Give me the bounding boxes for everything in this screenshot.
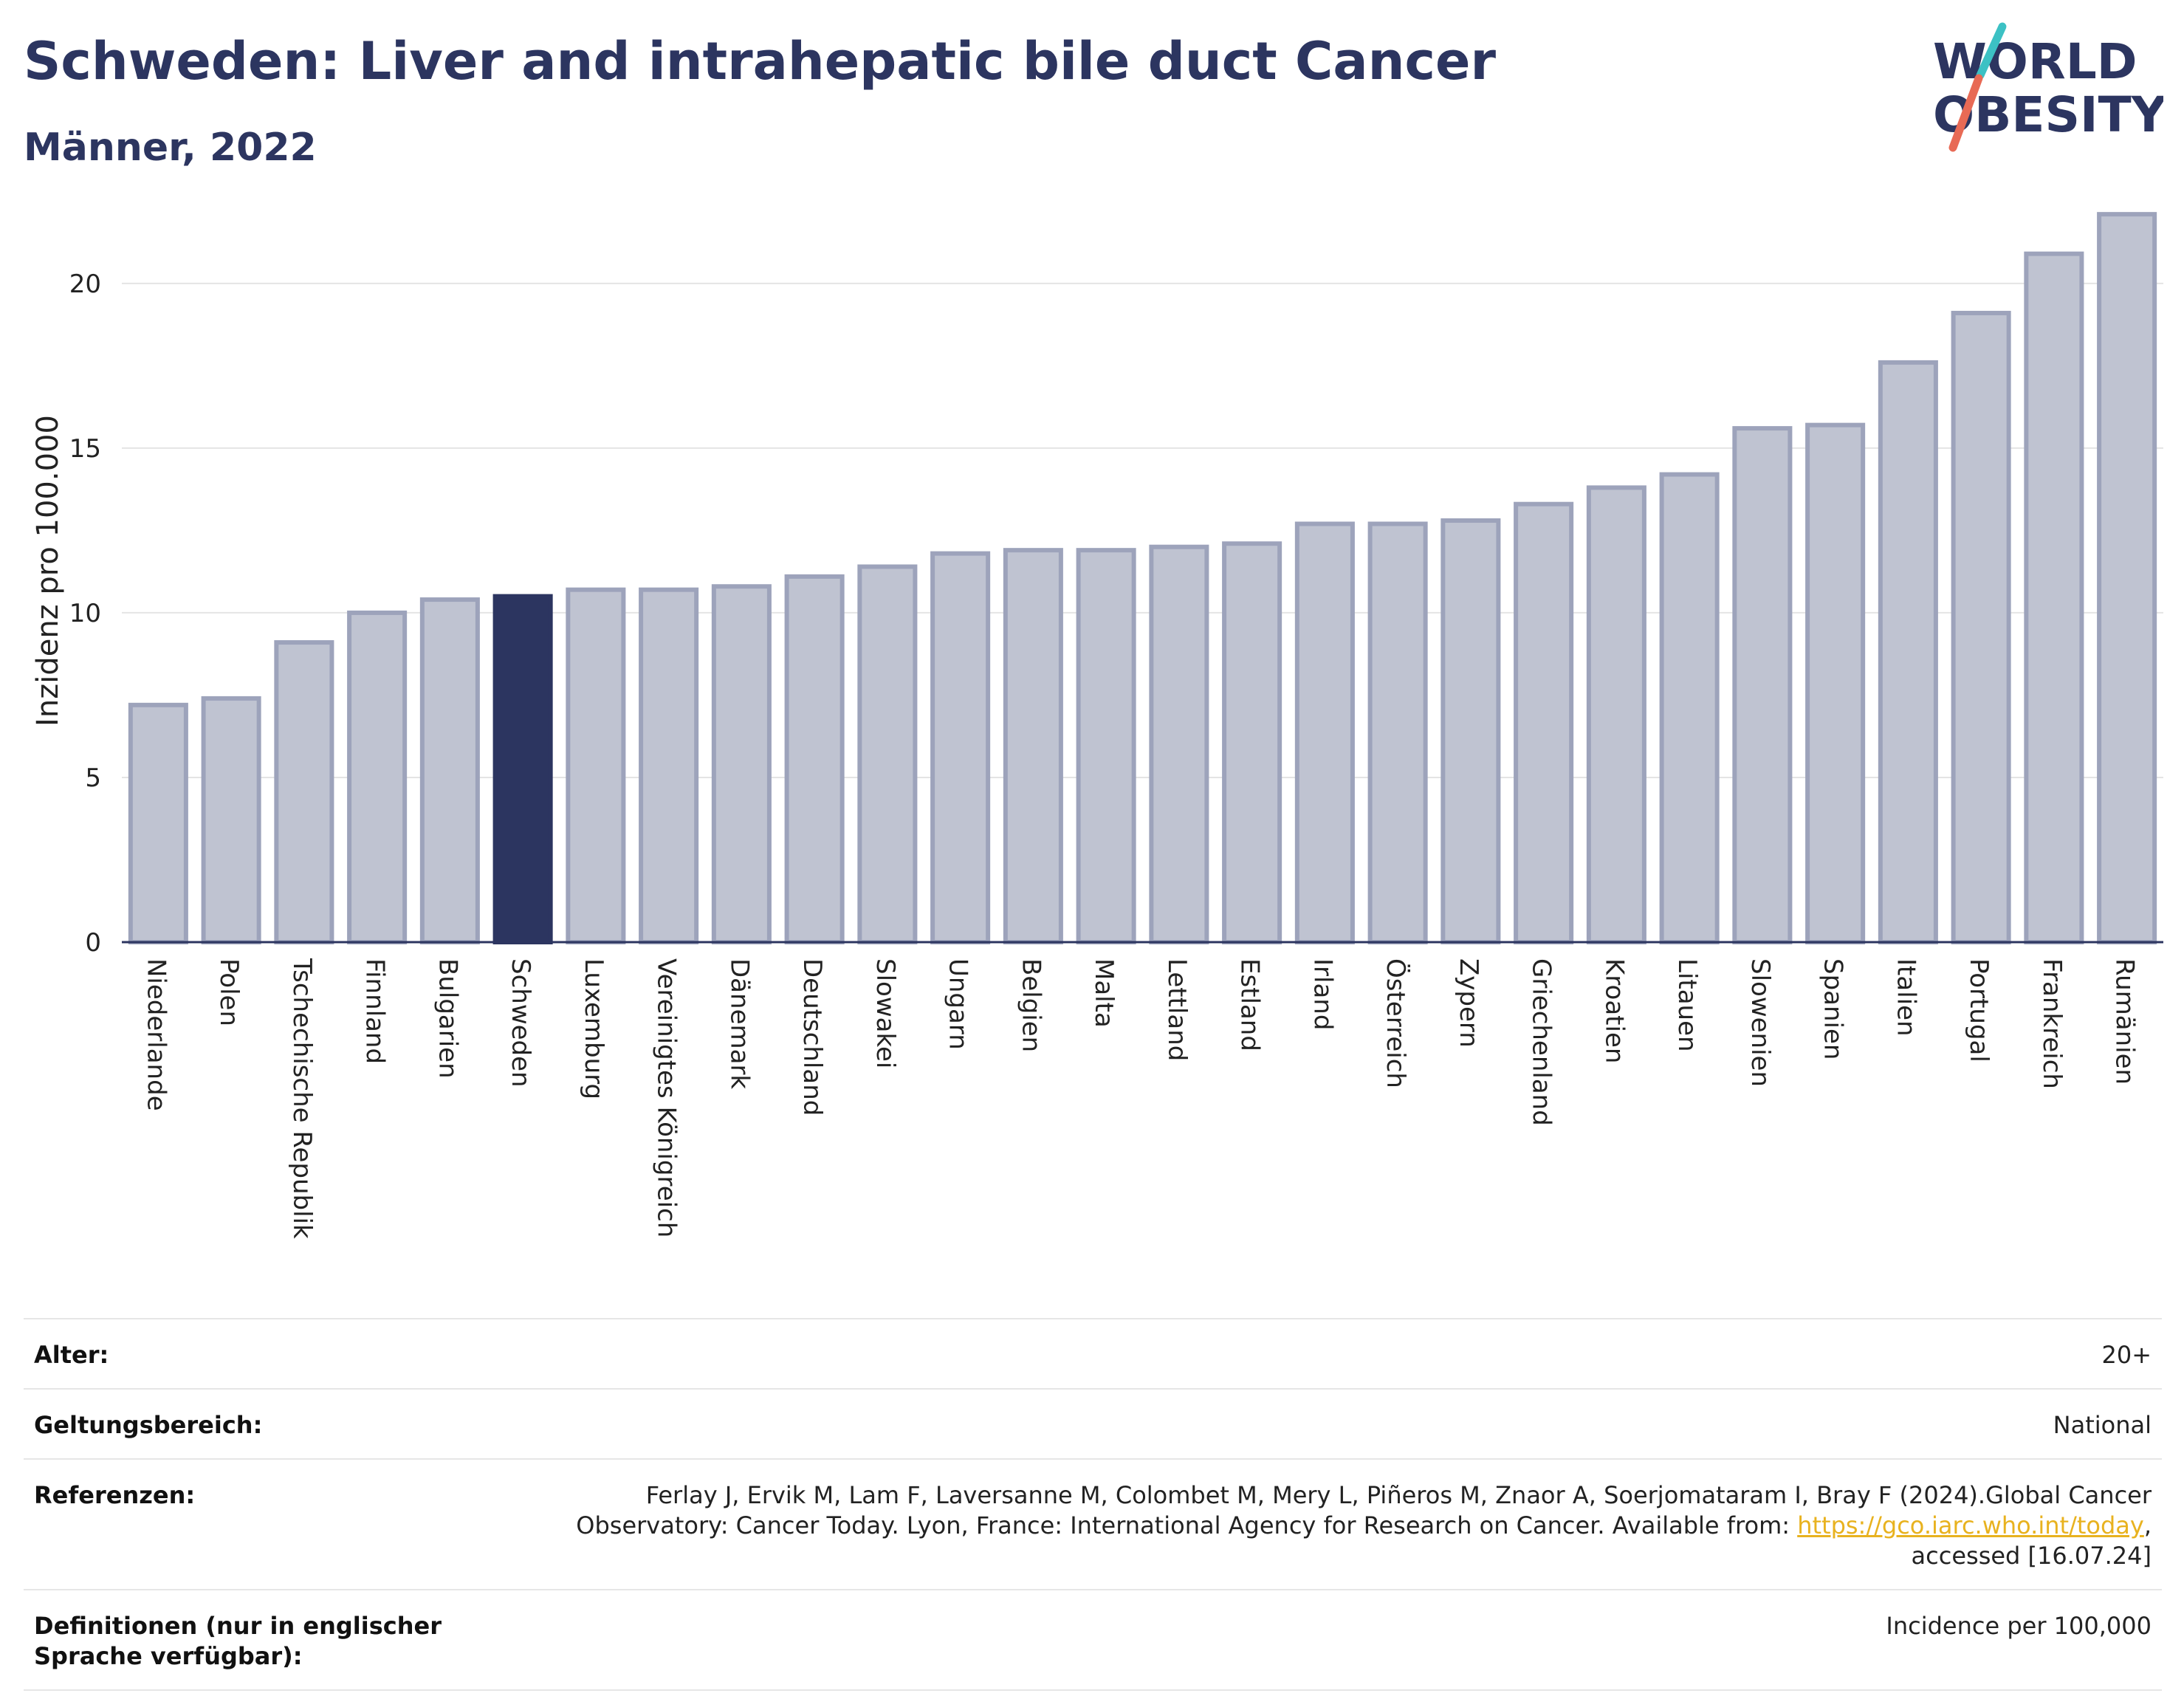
bar-4 — [347, 610, 408, 944]
bar-12 — [930, 551, 991, 944]
bar-20 — [1514, 501, 1574, 944]
x-tick-label: Niederlande — [141, 958, 171, 1111]
bar-7 — [566, 587, 626, 944]
meta-key: Definitionen (nur in englischer Sprache … — [24, 1589, 561, 1691]
x-tick-label: Schweden — [506, 958, 535, 1088]
reference-text: Ferlay J, Ervik M, Lam F, Laversanne M, … — [576, 1481, 2152, 1539]
metadata-table: Alter: 20+ Geltungsbereich: National Ref… — [24, 1318, 2162, 1691]
meta-key: Geltungsbereich: — [24, 1388, 561, 1459]
bar-15 — [1149, 544, 1209, 944]
bar-21 — [1586, 485, 1646, 944]
x-tick-label: Kroatien — [1599, 958, 1629, 1063]
chart-subtitle: Männer, 2022 — [24, 126, 317, 170]
x-tick-label: Rumänien — [2110, 958, 2140, 1085]
x-tick-label: Slowakei — [870, 958, 900, 1068]
x-tick-label: Dänemark — [724, 958, 754, 1089]
x-tick-label: Irland — [1308, 958, 1337, 1030]
meta-value: 20+ — [561, 1318, 2162, 1389]
bar-10 — [784, 574, 845, 945]
logo-slash-coral — [1948, 74, 1983, 152]
bar-19 — [1440, 518, 1501, 944]
x-tick-label: Malta — [1089, 958, 1119, 1028]
y-axis-label: Inzidenz pro 100.000 — [31, 415, 65, 727]
meta-key: Referenzen: — [24, 1458, 561, 1590]
x-tick-label: Estland — [1235, 958, 1265, 1051]
chart-title: Schweden: Liver and intrahepatic bile du… — [24, 31, 1496, 92]
y-tick-label: 0 — [85, 928, 101, 958]
x-tick-label: Polen — [214, 958, 244, 1026]
bar-17 — [1294, 521, 1355, 944]
y-tick-label: 20 — [69, 269, 101, 299]
x-tick-label: Italien — [1891, 958, 1920, 1037]
bars — [128, 212, 2157, 945]
bar-9 — [711, 584, 772, 944]
meta-row-scope: Geltungsbereich: National — [24, 1388, 2162, 1459]
x-tick-label: Ungarn — [944, 958, 973, 1050]
bar-2 — [201, 696, 261, 944]
bar-chart: 0 5 10 15 20 Niederlande Polen Tschechische Re… — [31, 212, 2163, 1239]
bar-1 — [128, 702, 188, 944]
bar-26 — [1951, 310, 2011, 944]
reference-accessed: , accessed [16.07.24] — [1911, 1511, 2152, 1570]
bar-23 — [1732, 426, 1793, 944]
bar-28 — [2097, 212, 2157, 944]
x-tick-label: Lettland — [1162, 958, 1192, 1061]
bar-14 — [1076, 548, 1136, 944]
bar-27 — [2024, 251, 2084, 944]
x-tick-label: Litauen — [1672, 958, 1702, 1052]
bar-16 — [1222, 541, 1282, 944]
meta-value: Incidence per 100,000 — [561, 1589, 2162, 1691]
meta-row-definitions: Definitionen (nur in englischer Sprache … — [24, 1589, 2162, 1691]
x-tick-labels: Niederlande Polen Tschechische Republik Fin… — [141, 958, 2139, 1239]
bar-11 — [857, 564, 918, 944]
bar-24 — [1805, 422, 1866, 944]
y-tick-label: 15 — [69, 434, 101, 464]
y-tick-labels: 0 5 10 15 20 — [69, 269, 101, 958]
x-tick-label: Slowenien — [1745, 958, 1775, 1087]
bar-18 — [1367, 521, 1428, 944]
bar-3 — [274, 640, 334, 944]
x-tick-label: Österreich — [1381, 958, 1411, 1088]
meta-key: Alter: — [24, 1318, 561, 1389]
x-tick-label: Vereinigtes Königreich — [652, 958, 681, 1237]
x-tick-label: Luxemburg — [579, 958, 608, 1099]
meta-value-references: Ferlay J, Ervik M, Lam F, Laversanne M, … — [561, 1458, 2162, 1590]
logo-slash-teal — [1976, 22, 2007, 80]
logo-line-1: WORLD — [1933, 33, 2137, 90]
bar-25 — [1878, 360, 1938, 944]
bar-6 — [492, 594, 553, 944]
y-tick-label: 5 — [85, 763, 101, 793]
bar-8 — [639, 587, 699, 944]
world-obesity-logo: WORLD OBESITY — [1933, 22, 2163, 152]
x-tick-label: Griechenland — [1527, 958, 1556, 1126]
meta-value: National — [561, 1388, 2162, 1459]
bar-22 — [1659, 472, 1720, 944]
x-tick-label: Belgien — [1016, 958, 1045, 1052]
x-tick-label: Frankreich — [2037, 958, 2067, 1089]
x-tick-label: Deutschland — [797, 958, 827, 1116]
x-tick-label: Spanien — [1819, 958, 1848, 1060]
x-tick-label: Bulgarien — [433, 958, 462, 1079]
reference-link[interactable]: https://gco.iarc.who.int/today — [1797, 1511, 2144, 1539]
meta-row-age: Alter: 20+ — [24, 1318, 2162, 1389]
bar-13 — [1003, 548, 1063, 944]
x-tick-label: Zypern — [1454, 958, 1483, 1048]
bar-5 — [419, 597, 480, 944]
x-tick-label: Finnland — [360, 958, 390, 1064]
meta-row-references: Referenzen: Ferlay J, Ervik M, Lam F, La… — [24, 1458, 2162, 1590]
x-tick-label: Tschechische Republik — [287, 958, 317, 1239]
y-tick-label: 10 — [69, 599, 101, 628]
x-tick-label: Portugal — [1964, 958, 1994, 1062]
